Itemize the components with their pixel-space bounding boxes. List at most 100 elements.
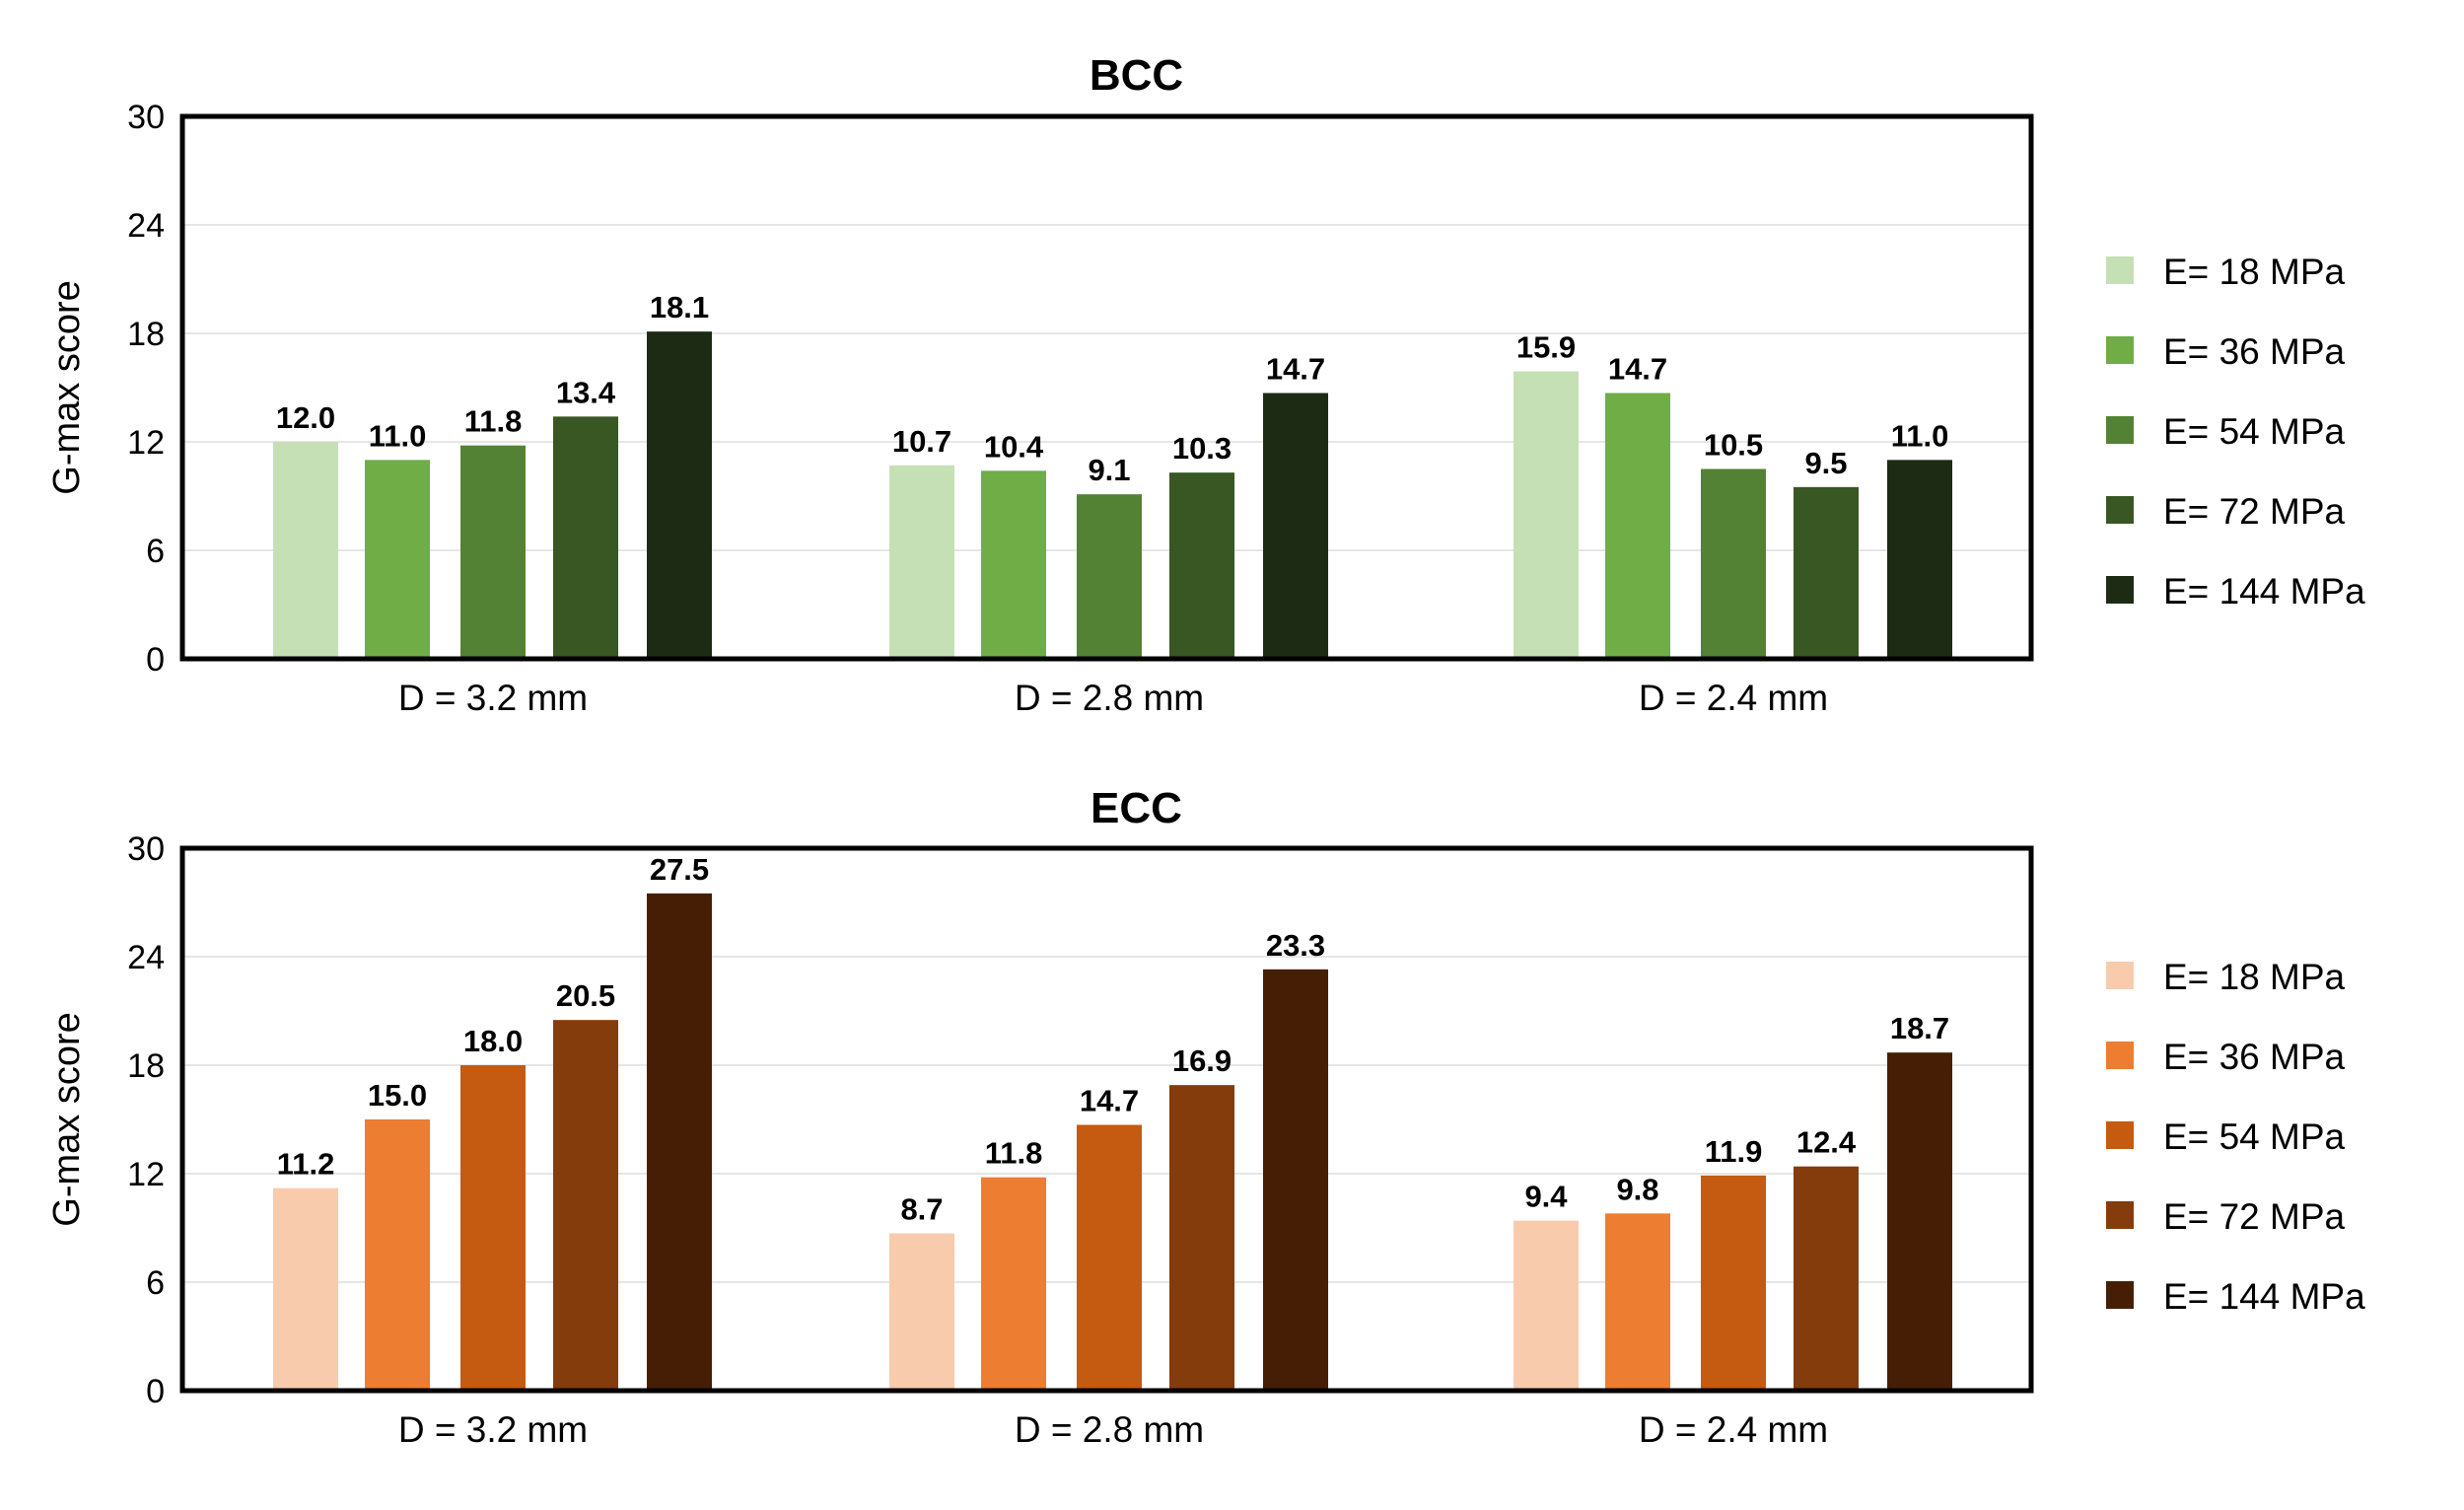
legend-swatch [2106, 336, 2134, 364]
y-tick-label: 0 [146, 1373, 165, 1410]
bar [365, 1119, 430, 1391]
data-label: 9.8 [1616, 1172, 1658, 1206]
bar [1701, 1175, 1766, 1391]
data-label: 10.4 [984, 429, 1044, 464]
x-category-label: D = 2.8 mm [1015, 678, 1204, 718]
legend-swatch [2106, 1281, 2134, 1309]
legend: E= 18 MPa E= 36 MPa E= 54 MPa E= 72 MPa E= 1… [2106, 957, 2365, 1317]
legend: E= 18 MPa E= 36 MPa E= 54 MPa E= 72 MPa E= 1… [2106, 252, 2365, 611]
chart-title: BCC [1090, 51, 1183, 100]
y-tick-label: 12 [127, 1156, 165, 1193]
data-label: 27.5 [650, 852, 709, 887]
legend-label: E= 72 MPa [2163, 491, 2346, 532]
bar [647, 893, 712, 1391]
legend-label: E= 144 MPa [2163, 1276, 2365, 1317]
data-label: 11.8 [985, 1136, 1043, 1171]
bar [1514, 371, 1579, 659]
legend-swatch [2106, 1042, 2134, 1069]
y-axis-label: G-max score [46, 1012, 88, 1226]
data-label: 12.0 [276, 400, 335, 435]
x-category-label: D = 2.4 mm [1639, 1409, 1828, 1450]
x-category-label: D = 3.2 mm [398, 1409, 588, 1450]
y-tick-label: 30 [127, 99, 165, 136]
legend-label: E= 18 MPa [2163, 252, 2346, 292]
legend-swatch [2106, 962, 2134, 989]
data-label: 15.0 [368, 1078, 427, 1113]
bar [273, 1187, 338, 1391]
y-tick-label: 18 [127, 1047, 165, 1085]
y-tick-label: 18 [127, 316, 165, 353]
plot-frame [179, 113, 2034, 662]
data-label: 9.5 [1804, 446, 1847, 480]
bar [1263, 393, 1328, 659]
x-category-label: D = 2.4 mm [1639, 678, 1828, 718]
bar [273, 442, 338, 659]
bar [1077, 494, 1142, 659]
data-label: 11.8 [464, 404, 523, 439]
y-tick-label: 12 [127, 424, 165, 462]
y-tick-label: 24 [127, 207, 165, 245]
bar [981, 1177, 1046, 1391]
bar [1794, 486, 1859, 659]
data-label: 9.1 [1088, 453, 1130, 487]
bar [1605, 1213, 1670, 1391]
data-label: 10.7 [892, 424, 951, 459]
bar [1701, 468, 1766, 659]
bar [1169, 1085, 1234, 1391]
legend-swatch [2106, 256, 2134, 284]
bar [981, 470, 1046, 659]
data-label: 8.7 [900, 1192, 943, 1227]
bar [460, 445, 526, 659]
bar [1605, 393, 1670, 659]
y-axis-label: G-max score [46, 280, 88, 494]
bar [1514, 1220, 1579, 1391]
bar [553, 1020, 618, 1391]
data-label: 13.4 [556, 375, 616, 409]
data-label: 14.7 [1080, 1084, 1139, 1118]
legend-label: E= 72 MPa [2163, 1196, 2346, 1237]
data-label: 9.4 [1524, 1180, 1568, 1214]
y-tick-label: 0 [146, 641, 165, 679]
y-tick-label: 6 [146, 1264, 165, 1302]
x-category-label: D = 3.2 mm [398, 678, 588, 718]
data-label: 18.1 [650, 290, 709, 324]
legend-swatch [2106, 576, 2134, 604]
data-label: 10.5 [1704, 428, 1763, 463]
data-label: 12.4 [1796, 1125, 1857, 1160]
legend-label: E= 36 MPa [2163, 331, 2346, 372]
bar [553, 416, 618, 659]
legend-swatch [2106, 1201, 2134, 1229]
legend-label: E= 54 MPa [2163, 1116, 2346, 1157]
data-label: 16.9 [1172, 1043, 1232, 1078]
legend-label: E= 18 MPa [2163, 957, 2346, 997]
data-label: 18.0 [463, 1024, 523, 1058]
plot-frame [179, 845, 2034, 1394]
bar [647, 331, 712, 659]
y-tick-label: 6 [146, 533, 165, 570]
y-tick-label: 24 [127, 939, 165, 976]
chart-title: ECC [1091, 784, 1182, 832]
data-label: 11.2 [277, 1147, 335, 1182]
legend-swatch [2106, 416, 2134, 444]
data-label: 10.3 [1172, 431, 1232, 466]
bar [1263, 969, 1328, 1391]
data-label: 14.7 [1608, 352, 1667, 387]
legend-swatch [2106, 496, 2134, 524]
data-label: 20.5 [556, 978, 615, 1013]
bar [889, 1233, 954, 1391]
y-tick-label: 30 [127, 830, 165, 868]
data-label: 11.0 [1891, 418, 1949, 453]
legend-label: E= 144 MPa [2163, 571, 2365, 611]
data-label: 11.9 [1705, 1134, 1763, 1169]
chart-panel-bcc: 0 6 12 18 24 30 BCC G-max score 12.0 11.0 11.8 13.4… [46, 51, 2365, 718]
data-label: 18.7 [1890, 1011, 1949, 1045]
bar [460, 1065, 526, 1391]
bar [1887, 1052, 1952, 1391]
bar [365, 460, 430, 659]
bar [1887, 460, 1952, 659]
bar [1077, 1124, 1142, 1391]
chart-panel-ecc: 0 6 12 18 24 30 ECC G-max score 11.2 15.0 18.0 20.5… [46, 784, 2365, 1450]
bar [1169, 472, 1234, 659]
legend-label: E= 54 MPa [2163, 411, 2346, 452]
